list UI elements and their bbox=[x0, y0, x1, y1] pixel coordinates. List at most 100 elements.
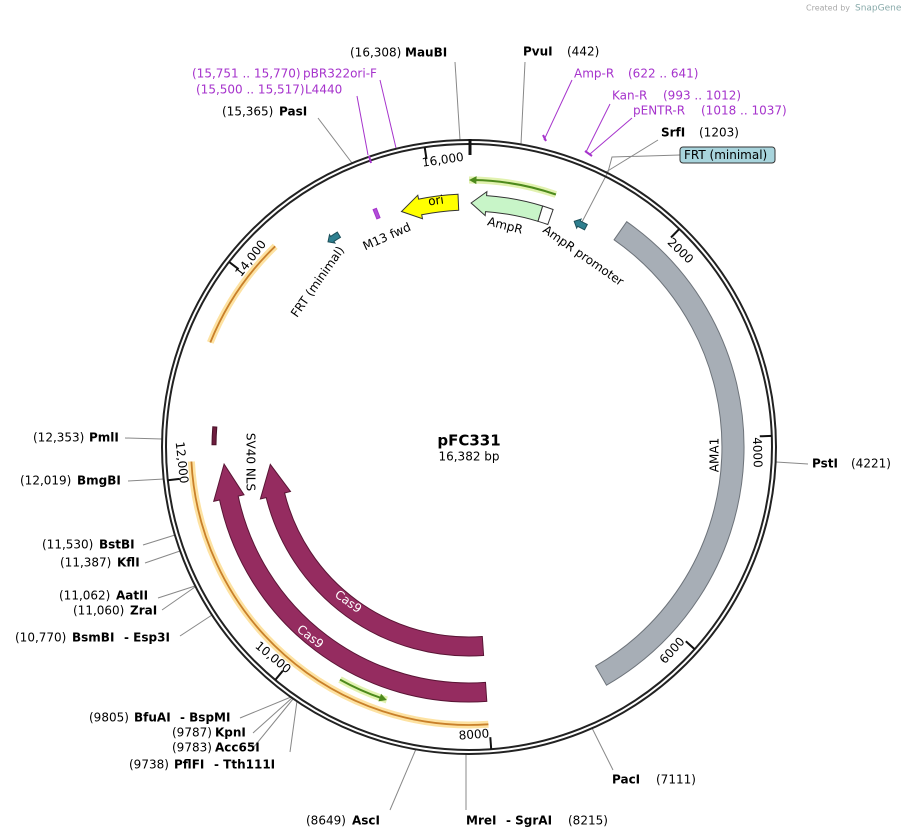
primer-name: Amp-R bbox=[574, 67, 614, 81]
site-name: PmlI bbox=[89, 431, 119, 445]
scale-tick bbox=[423, 147, 428, 160]
leader bbox=[239, 696, 292, 719]
site-name: BmgBI bbox=[77, 474, 121, 488]
site-name: PasI bbox=[279, 105, 307, 119]
leader bbox=[124, 437, 163, 440]
scale-label: 4000 bbox=[750, 437, 765, 468]
orange-arc bbox=[209, 245, 276, 343]
leader bbox=[356, 95, 369, 156]
site-position: (11,530) bbox=[42, 538, 93, 552]
site-name: PstI bbox=[812, 457, 838, 471]
primer-mark bbox=[542, 134, 547, 142]
green-glow bbox=[468, 176, 558, 198]
orange-arc bbox=[190, 461, 489, 726]
leader bbox=[142, 534, 176, 546]
feature-m13 bbox=[372, 207, 381, 220]
site-name: AscI bbox=[352, 814, 380, 828]
scale-tick bbox=[274, 670, 284, 681]
leader bbox=[317, 117, 353, 164]
site-name: - Esp3I bbox=[124, 631, 170, 645]
primer-range: (1018 .. 1037) bbox=[701, 104, 787, 118]
primer-range: (15,500 .. 15,517) bbox=[196, 83, 305, 97]
site-position: (8649) bbox=[306, 814, 346, 828]
leader bbox=[252, 698, 294, 749]
site-position: (11,387) bbox=[60, 556, 111, 570]
feature-frt bbox=[573, 218, 588, 231]
site-name: KflI bbox=[117, 556, 140, 570]
site-name: PflFI bbox=[174, 758, 204, 772]
site-position: (12,353) bbox=[33, 431, 84, 445]
feature-label: M13 fwd bbox=[361, 220, 413, 253]
credit-brand: SnapGene bbox=[855, 4, 902, 14]
leader bbox=[252, 697, 293, 734]
callout-box bbox=[679, 146, 776, 164]
feature-label: AmpR bbox=[486, 214, 524, 236]
site-name: - BspMI bbox=[180, 711, 230, 725]
site-position: (15,365) bbox=[222, 105, 273, 119]
leader bbox=[289, 700, 298, 753]
leader bbox=[127, 478, 165, 482]
leader bbox=[585, 103, 611, 153]
primer-mark bbox=[584, 150, 593, 157]
site-name: - SgrAI bbox=[506, 814, 552, 828]
feature-label: ori bbox=[427, 192, 444, 208]
plasmid-name: pFC331 bbox=[437, 432, 500, 450]
leader bbox=[157, 585, 196, 599]
site-name: - Tth111I bbox=[214, 758, 275, 772]
scale-label: 16,000 bbox=[421, 150, 465, 170]
leader bbox=[775, 461, 809, 465]
site-name: MauBI bbox=[405, 46, 447, 60]
feature-cas9 bbox=[259, 463, 485, 657]
site-position: (12,019) bbox=[20, 474, 71, 488]
site-name: PacI bbox=[612, 773, 640, 787]
feature-label: AMA1 bbox=[708, 438, 722, 472]
site-name: MreI bbox=[466, 814, 496, 828]
leader bbox=[379, 79, 397, 149]
site-position: (10,770) bbox=[15, 631, 66, 645]
site-position: (11,060) bbox=[73, 604, 124, 618]
leader bbox=[144, 550, 181, 564]
site-name: AatII bbox=[116, 589, 148, 603]
feature-sv40-nls bbox=[211, 426, 218, 446]
primer-name: pENTR-R bbox=[633, 104, 685, 118]
plasmid-length: 16,382 bp bbox=[438, 450, 499, 464]
site-position: (442) bbox=[567, 45, 599, 59]
site-position: (8215) bbox=[568, 814, 608, 828]
green-head bbox=[378, 693, 387, 702]
primer-name: L4440 bbox=[305, 83, 342, 97]
primer-range: (993 .. 1012) bbox=[663, 89, 741, 103]
feature-frt bbox=[327, 231, 342, 244]
site-name: BfuAI bbox=[134, 711, 171, 725]
feature-label: SV40 NLS bbox=[244, 433, 258, 491]
green-arc bbox=[473, 179, 557, 196]
callout-label: FRT (minimal) bbox=[684, 148, 767, 162]
green-head bbox=[469, 176, 477, 185]
feature-cas9 bbox=[212, 462, 488, 703]
feature-label: AmpR promoter bbox=[540, 223, 626, 289]
site-name: KpnI bbox=[215, 726, 246, 740]
primer-range: (15,751 .. 15,770) bbox=[192, 67, 301, 81]
scale-tick bbox=[167, 477, 180, 482]
primer-range: (622 .. 641) bbox=[628, 67, 698, 81]
site-name: BstBI bbox=[99, 538, 135, 552]
scale-label: 12,000 bbox=[173, 441, 192, 484]
leader bbox=[179, 614, 213, 637]
site-name: PvuI bbox=[523, 45, 553, 59]
site-position: (4221) bbox=[851, 457, 891, 471]
site-position: (7111) bbox=[656, 773, 696, 787]
leader bbox=[389, 748, 417, 811]
leader bbox=[454, 61, 461, 141]
site-name: SrfI bbox=[661, 126, 685, 140]
feature-label: FRT (minimal) bbox=[288, 244, 347, 320]
feature-ama1 bbox=[594, 221, 745, 686]
primer-name: pBR322ori-F bbox=[303, 67, 377, 81]
site-position: (9783) bbox=[172, 741, 212, 755]
features bbox=[187, 176, 745, 729]
scale-tick bbox=[228, 261, 240, 270]
site-position: (9805) bbox=[89, 711, 129, 725]
leader bbox=[581, 154, 681, 223]
site-name: Acc65I bbox=[215, 741, 260, 755]
leader bbox=[591, 727, 614, 771]
scale-tick bbox=[489, 737, 493, 750]
feature-ampr-promoter bbox=[537, 205, 554, 226]
